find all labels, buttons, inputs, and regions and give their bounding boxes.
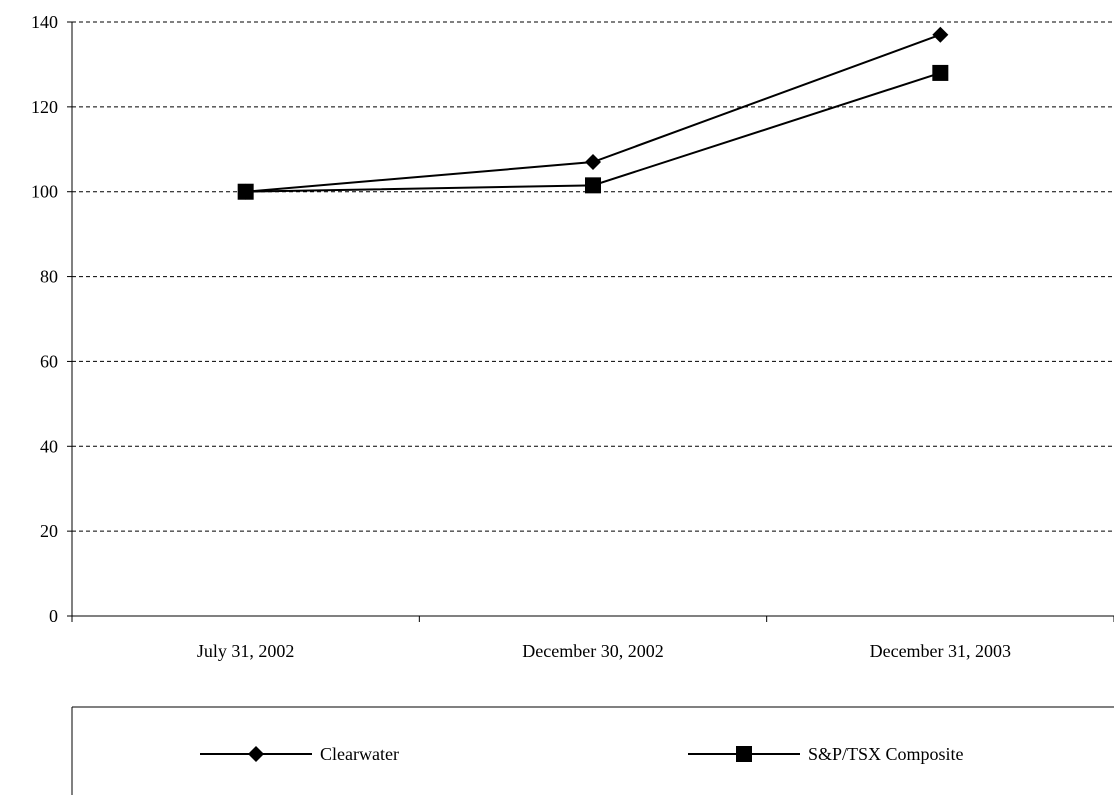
y-tick-label-20: 20 (40, 521, 58, 541)
x-tick-label-1: December 30, 2002 (522, 641, 663, 661)
legend-label-1: S&P/TSX Composite (808, 744, 964, 764)
y-tick-label-140: 140 (31, 12, 58, 32)
y-tick-label-100: 100 (31, 182, 58, 202)
y-tick-label-40: 40 (40, 436, 58, 456)
gridlines (72, 21, 1114, 532)
data-point-0-2 (932, 26, 949, 43)
x-tick-label-0: July 31, 2002 (197, 641, 295, 661)
y-axis-ticks: 0 20 40 60 80 100 120 140 (31, 12, 72, 626)
y-tick-label-60: 60 (40, 351, 58, 371)
y-tick-label-0: 0 (49, 606, 58, 626)
legend-item-1: S&P/TSX Composite (688, 744, 964, 764)
legend-label-0: Clearwater (320, 744, 399, 764)
data-point-1-1 (585, 177, 601, 194)
data-point-0-1 (585, 154, 601, 171)
series-line-1 (245, 71, 941, 193)
y-tick-label-80: 80 (40, 267, 58, 287)
axes (71, 22, 1114, 617)
legend-marker-0 (248, 746, 264, 762)
data-point-1-2 (932, 64, 949, 81)
series-0 (237, 26, 949, 200)
x-tick-label-2: December 31, 2003 (870, 641, 1011, 661)
y-tick-label-120: 120 (31, 97, 58, 117)
x-axis-ticks: July 31, 2002 December 30, 2002 December 3… (71, 616, 1114, 661)
data-point-1-0 (237, 183, 254, 200)
legend-marker-1 (736, 746, 752, 762)
series-1 (237, 64, 949, 200)
series-layer (237, 26, 949, 200)
legend: Clearwater S&P/TSX Composite (71, 706, 1114, 795)
legend-item-0: Clearwater (200, 744, 399, 764)
